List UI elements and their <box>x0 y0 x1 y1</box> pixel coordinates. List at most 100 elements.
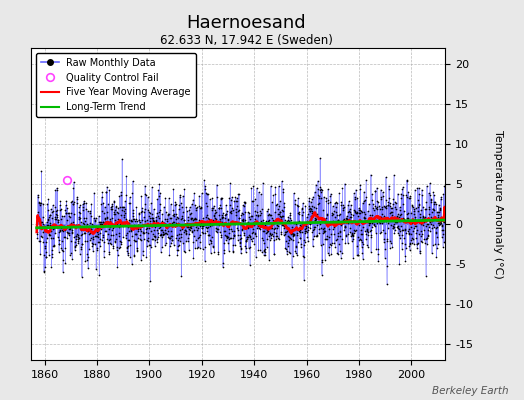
Point <box>38 234 46 240</box>
Point <box>269 233 277 239</box>
Point <box>144 238 152 245</box>
Point <box>86 208 94 214</box>
Point <box>60 233 69 240</box>
Point <box>194 235 203 242</box>
Point <box>233 225 242 232</box>
Point <box>401 230 410 236</box>
Point <box>164 210 172 217</box>
Point <box>123 245 132 252</box>
Point <box>350 190 358 196</box>
Point <box>40 228 49 234</box>
Point <box>34 194 42 201</box>
Point <box>187 224 195 231</box>
Point <box>364 232 373 238</box>
Point <box>89 236 97 242</box>
Point <box>330 224 338 230</box>
Point <box>435 219 444 226</box>
Point <box>151 223 160 230</box>
Point <box>340 227 348 234</box>
Point <box>220 220 228 226</box>
Point <box>146 278 155 284</box>
Point <box>180 217 189 224</box>
Point <box>145 242 153 248</box>
Point <box>362 177 370 184</box>
Point <box>157 231 166 238</box>
Point <box>154 234 162 241</box>
Point <box>68 256 76 262</box>
Point <box>72 233 80 240</box>
Point <box>421 272 430 279</box>
Point <box>49 242 58 248</box>
Point <box>351 209 359 215</box>
Point <box>212 209 221 216</box>
Point <box>109 232 117 238</box>
Point <box>236 240 245 246</box>
Point <box>150 218 158 224</box>
Point <box>184 217 192 223</box>
Point <box>146 228 155 234</box>
Point <box>285 249 293 256</box>
Point <box>149 215 157 221</box>
Point <box>104 200 112 207</box>
Point <box>164 234 172 240</box>
Point <box>41 264 50 270</box>
Point <box>111 238 119 244</box>
Point <box>293 203 302 209</box>
Point <box>32 217 41 224</box>
Point <box>417 206 425 213</box>
Point <box>344 220 353 226</box>
Point <box>363 218 372 224</box>
Point <box>408 235 416 241</box>
Point <box>407 210 415 216</box>
Point <box>337 250 346 256</box>
Point <box>229 248 237 255</box>
Point <box>127 218 135 224</box>
Point <box>268 231 277 238</box>
Point <box>219 219 227 225</box>
Point <box>243 234 252 240</box>
Point <box>154 187 162 194</box>
Point <box>78 231 86 237</box>
Point <box>80 198 88 204</box>
Point <box>82 200 90 206</box>
Point <box>111 207 119 213</box>
Point <box>293 239 302 246</box>
Point <box>356 231 365 237</box>
Point <box>355 207 363 214</box>
Point <box>105 250 113 257</box>
Point <box>421 206 430 212</box>
Point <box>193 204 202 210</box>
Point <box>198 225 206 231</box>
Point <box>346 225 355 232</box>
Point <box>312 218 321 225</box>
Point <box>49 202 57 208</box>
Point <box>325 226 333 232</box>
Point <box>237 212 246 218</box>
Point <box>320 229 329 235</box>
Point <box>320 194 328 200</box>
Point <box>321 256 329 263</box>
Point <box>178 209 187 216</box>
Point <box>420 236 429 242</box>
Point <box>221 228 229 235</box>
Point <box>205 196 214 202</box>
Point <box>110 199 118 205</box>
Point <box>423 234 431 241</box>
Point <box>255 220 263 227</box>
Point <box>332 204 341 210</box>
Point <box>370 223 379 229</box>
Point <box>414 197 422 203</box>
Point <box>256 246 265 253</box>
Point <box>178 215 186 221</box>
Point <box>41 224 49 230</box>
Point <box>149 236 157 242</box>
Point <box>41 239 50 246</box>
Point <box>85 230 93 237</box>
Point <box>35 238 43 245</box>
Point <box>313 232 321 238</box>
Point <box>339 218 347 224</box>
Point <box>203 190 211 197</box>
Point <box>230 233 238 239</box>
Point <box>182 230 190 237</box>
Point <box>166 235 174 242</box>
